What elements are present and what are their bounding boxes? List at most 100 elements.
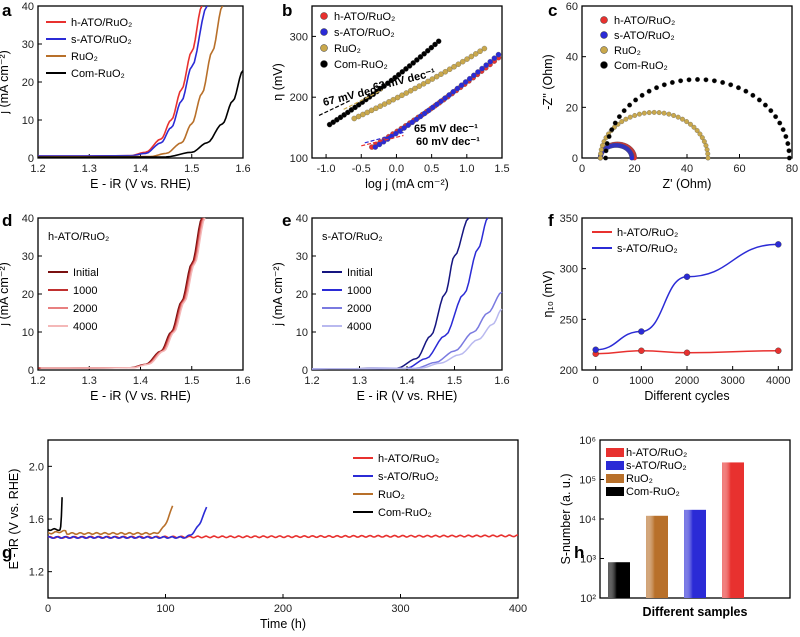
data-point [604, 141, 610, 147]
data-point [629, 155, 635, 161]
data-point [410, 60, 416, 66]
data-point [394, 94, 401, 101]
data-point [381, 101, 388, 107]
legend-label: s-ATO/RuO₂ [378, 471, 439, 483]
panel-label: h [574, 543, 584, 562]
legend-marker [320, 12, 328, 20]
data-point [421, 51, 427, 57]
data-point [477, 48, 483, 54]
data-point [430, 104, 436, 111]
fit-line [361, 134, 404, 147]
data-point [683, 349, 691, 356]
data-point [438, 98, 444, 104]
x-tick-label: 1.6 [235, 375, 250, 387]
data-point [697, 131, 703, 137]
data-point [780, 127, 786, 133]
data-point [416, 83, 423, 89]
legend-label: RuO₂ [614, 45, 641, 57]
data-point [627, 102, 633, 108]
panel-h: h 10² 10³ 10⁴ 10⁵ 10⁶ h-ATO/RuO₂s-ATO/RuO₂RuO₂… [559, 435, 791, 619]
plot-frame [47, 439, 519, 599]
series-line [41, 217, 206, 369]
data-point [756, 97, 762, 103]
data-point [632, 113, 638, 118]
panel-label: a [2, 1, 12, 20]
data-point [675, 114, 681, 120]
bar-shade [646, 515, 668, 598]
x-tick-label: 1.2 [304, 375, 319, 387]
y-tick-label: 20 [296, 289, 308, 301]
series-line [38, 6, 208, 157]
data-point [687, 121, 693, 127]
x-tick-label: 1.5 [184, 375, 199, 387]
data-point [598, 147, 604, 153]
legend-label: 4000 [347, 321, 371, 333]
data-point [669, 80, 675, 85]
x-tick-label: 3000 [720, 375, 744, 387]
x-tick-label: 0 [579, 163, 585, 175]
x-axis-label: log j (mA cm⁻²) [365, 177, 449, 191]
panel-e: e 1.2 1.3 1.4 1.5 1.6 0 10 20 30 40 E - iR (V vs. R… [271, 211, 510, 403]
legend-label: h-ATO/RuO₂ [617, 227, 678, 239]
x-tick-label: 1.0 [459, 163, 474, 175]
panel-label: g [2, 543, 12, 562]
x-tick-label: 100 [156, 603, 174, 615]
x-axis-label: E - iR (V vs. RHE) [90, 389, 191, 403]
data-point [432, 41, 438, 48]
data-point [646, 110, 652, 116]
data-point [773, 114, 779, 120]
data-point [442, 95, 448, 101]
series-line [595, 349, 779, 355]
data-point [459, 58, 466, 65]
y-axis-label: η₁₀ (mV) [541, 271, 555, 318]
x-axis-label: Different cycles [644, 389, 729, 403]
y-tick-label: 10³ [580, 554, 596, 566]
x-tick-label: 1.3 [82, 375, 97, 387]
x-tick-label: 400 [509, 603, 527, 615]
data-point [661, 82, 667, 88]
data-point [686, 77, 692, 83]
slope-annotation: 60 mV dec⁻¹ [416, 136, 480, 148]
data-point [609, 127, 615, 133]
y-tick-label: 10 [22, 327, 34, 339]
x-axis-label: Z' (Ohm) [663, 177, 712, 191]
x-axis-label: Time (h) [260, 617, 306, 631]
data-point [395, 71, 402, 78]
x-axis-label: E - iR (V vs. RHE) [90, 177, 191, 191]
data-point [442, 68, 449, 75]
y-tick-label: 40 [22, 213, 34, 225]
data-point [654, 85, 659, 91]
series-line [595, 243, 779, 351]
data-point [695, 77, 700, 82]
legend-swatch [606, 474, 624, 483]
data-point [472, 51, 479, 57]
x-axis-label: Different samples [643, 605, 748, 619]
data-point [616, 114, 622, 120]
y-tick-label: 10⁶ [579, 435, 596, 447]
legend-swatch [606, 487, 624, 496]
y-tick-label: 1.2 [29, 567, 44, 579]
data-point [651, 109, 657, 115]
legend-label: h-ATO/RuO₂ [378, 453, 439, 465]
panel-label: e [282, 211, 291, 230]
y-tick-label: 40 [296, 213, 308, 225]
legend-label: Com-RuO₂ [614, 60, 668, 72]
y-axis-label: -Z'' (Ohm) [541, 54, 555, 109]
data-point [641, 110, 647, 116]
panel-label: d [2, 211, 12, 230]
legend-label: Com-RuO₂ [334, 59, 388, 71]
data-point [703, 143, 709, 148]
x-tick-label: 1.3 [82, 163, 97, 175]
legend-label: h-ATO/RuO₂ [626, 447, 687, 459]
bar-shade [608, 562, 630, 598]
data-point [638, 347, 645, 354]
data-point [471, 72, 477, 79]
legend-label: s-ATO/RuO₂ [617, 243, 678, 255]
data-point [683, 273, 691, 280]
data-point [786, 148, 792, 154]
data-point [777, 120, 783, 126]
fit-line [343, 89, 383, 110]
x-tick-label: 1.5 [447, 375, 462, 387]
data-point [720, 80, 726, 85]
panel-label: f [548, 211, 554, 230]
